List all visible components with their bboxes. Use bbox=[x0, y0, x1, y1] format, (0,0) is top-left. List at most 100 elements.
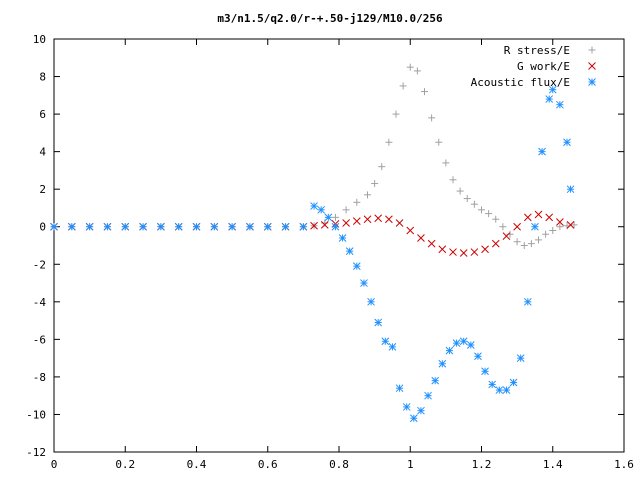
data-point bbox=[352, 217, 361, 225]
data-point bbox=[535, 236, 542, 244]
data-point bbox=[492, 215, 500, 223]
data-point bbox=[548, 85, 557, 94]
x-tick-label: 0.2 bbox=[115, 458, 135, 471]
data-point bbox=[538, 147, 546, 156]
data-point bbox=[520, 242, 528, 249]
data-point bbox=[456, 187, 464, 195]
data-point bbox=[85, 222, 94, 231]
data-point bbox=[402, 403, 411, 411]
data-point bbox=[438, 245, 447, 254]
y-tick-label: 2 bbox=[39, 183, 46, 196]
data-point bbox=[556, 218, 564, 226]
x-tick-label: 1.6 bbox=[614, 458, 634, 471]
data-point bbox=[409, 414, 418, 423]
data-point bbox=[406, 226, 415, 235]
data-point bbox=[470, 200, 478, 208]
x-tick-label: 1.2 bbox=[472, 458, 492, 471]
data-point bbox=[392, 110, 400, 118]
data-point bbox=[427, 239, 436, 248]
y-tick-label: 4 bbox=[39, 146, 46, 159]
data-point bbox=[513, 222, 521, 231]
data-point bbox=[388, 343, 397, 351]
data-point bbox=[139, 222, 147, 231]
series-3 bbox=[50, 85, 575, 423]
axes: 0 0.2 0.4 0.6 0.8 1 1.2 1.4 1.6 -12 -10 -8 -6 -4 -2 0 2 4… bbox=[26, 33, 634, 471]
data-point bbox=[352, 262, 361, 271]
data-point bbox=[449, 248, 457, 256]
data-point bbox=[381, 337, 390, 346]
plot-frame bbox=[53, 38, 625, 453]
data-point bbox=[463, 195, 471, 203]
data-point bbox=[459, 249, 468, 257]
data-point bbox=[424, 391, 432, 400]
data-point bbox=[174, 222, 183, 231]
data-point bbox=[556, 100, 564, 109]
data-point bbox=[228, 222, 236, 231]
data-point bbox=[452, 339, 461, 347]
x-tick-label: 1 bbox=[407, 458, 414, 471]
data-point bbox=[378, 163, 386, 171]
data-point bbox=[499, 223, 507, 231]
data-point bbox=[491, 239, 500, 248]
series-layer bbox=[50, 63, 578, 423]
data-point bbox=[435, 138, 443, 146]
data-point bbox=[449, 176, 457, 184]
data-point bbox=[566, 220, 575, 229]
data-point bbox=[345, 247, 354, 255]
data-point bbox=[545, 95, 554, 103]
data-point bbox=[481, 245, 489, 254]
data-point bbox=[281, 222, 290, 231]
data-point bbox=[445, 346, 454, 355]
data-point bbox=[385, 138, 393, 146]
chart-title: m3/n1.5/q2.0/r-+.50-j129/M10.0/256 bbox=[217, 12, 443, 25]
data-point bbox=[310, 221, 318, 230]
data-point bbox=[310, 202, 318, 210]
data-point bbox=[331, 213, 339, 221]
data-point bbox=[542, 230, 550, 238]
data-point bbox=[516, 354, 525, 362]
data-point bbox=[299, 222, 308, 231]
legend-marker bbox=[588, 46, 596, 54]
legend-label: R stress/E bbox=[504, 44, 570, 57]
data-point bbox=[428, 114, 436, 122]
data-point bbox=[545, 213, 554, 222]
data-point bbox=[563, 138, 571, 147]
data-point bbox=[488, 380, 497, 389]
x-tick-label: 0.6 bbox=[258, 458, 278, 471]
data-point bbox=[549, 226, 557, 234]
data-point bbox=[531, 222, 539, 231]
data-point bbox=[385, 215, 393, 224]
y-tick-label: 0 bbox=[39, 221, 46, 234]
data-point bbox=[121, 222, 130, 231]
data-point bbox=[246, 222, 254, 231]
legend: R stress/E G work/E Acoustic flux/E bbox=[471, 44, 596, 89]
data-point bbox=[413, 67, 421, 75]
x-tick-label: 0.4 bbox=[187, 458, 207, 471]
data-point bbox=[502, 232, 511, 240]
data-point bbox=[509, 378, 518, 387]
legend-marker bbox=[588, 62, 596, 70]
data-point bbox=[417, 406, 425, 415]
data-point bbox=[395, 384, 404, 393]
data-point bbox=[324, 213, 333, 222]
data-point bbox=[263, 222, 272, 231]
y-tick-label: -6 bbox=[33, 333, 46, 346]
data-point bbox=[478, 206, 485, 214]
data-point bbox=[485, 210, 493, 218]
data-point bbox=[481, 367, 489, 376]
data-point bbox=[513, 238, 521, 246]
data-point bbox=[320, 220, 329, 229]
data-point bbox=[459, 337, 468, 346]
y-tick-label: 8 bbox=[39, 71, 46, 84]
data-point bbox=[371, 180, 379, 188]
data-point bbox=[364, 191, 371, 199]
data-point bbox=[523, 213, 532, 222]
data-point bbox=[192, 222, 201, 231]
data-point bbox=[523, 297, 532, 306]
y-tick-label: -4 bbox=[33, 296, 47, 309]
y-tick-label: -8 bbox=[33, 371, 46, 384]
data-point bbox=[342, 219, 350, 227]
data-point bbox=[570, 221, 578, 229]
